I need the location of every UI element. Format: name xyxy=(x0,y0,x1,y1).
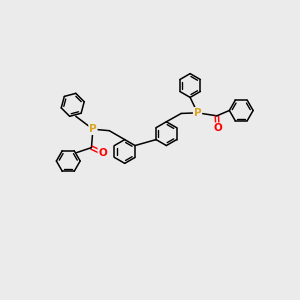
Text: P: P xyxy=(194,108,201,118)
Text: O: O xyxy=(213,123,222,133)
Text: O: O xyxy=(98,148,107,158)
Text: P: P xyxy=(89,124,97,134)
